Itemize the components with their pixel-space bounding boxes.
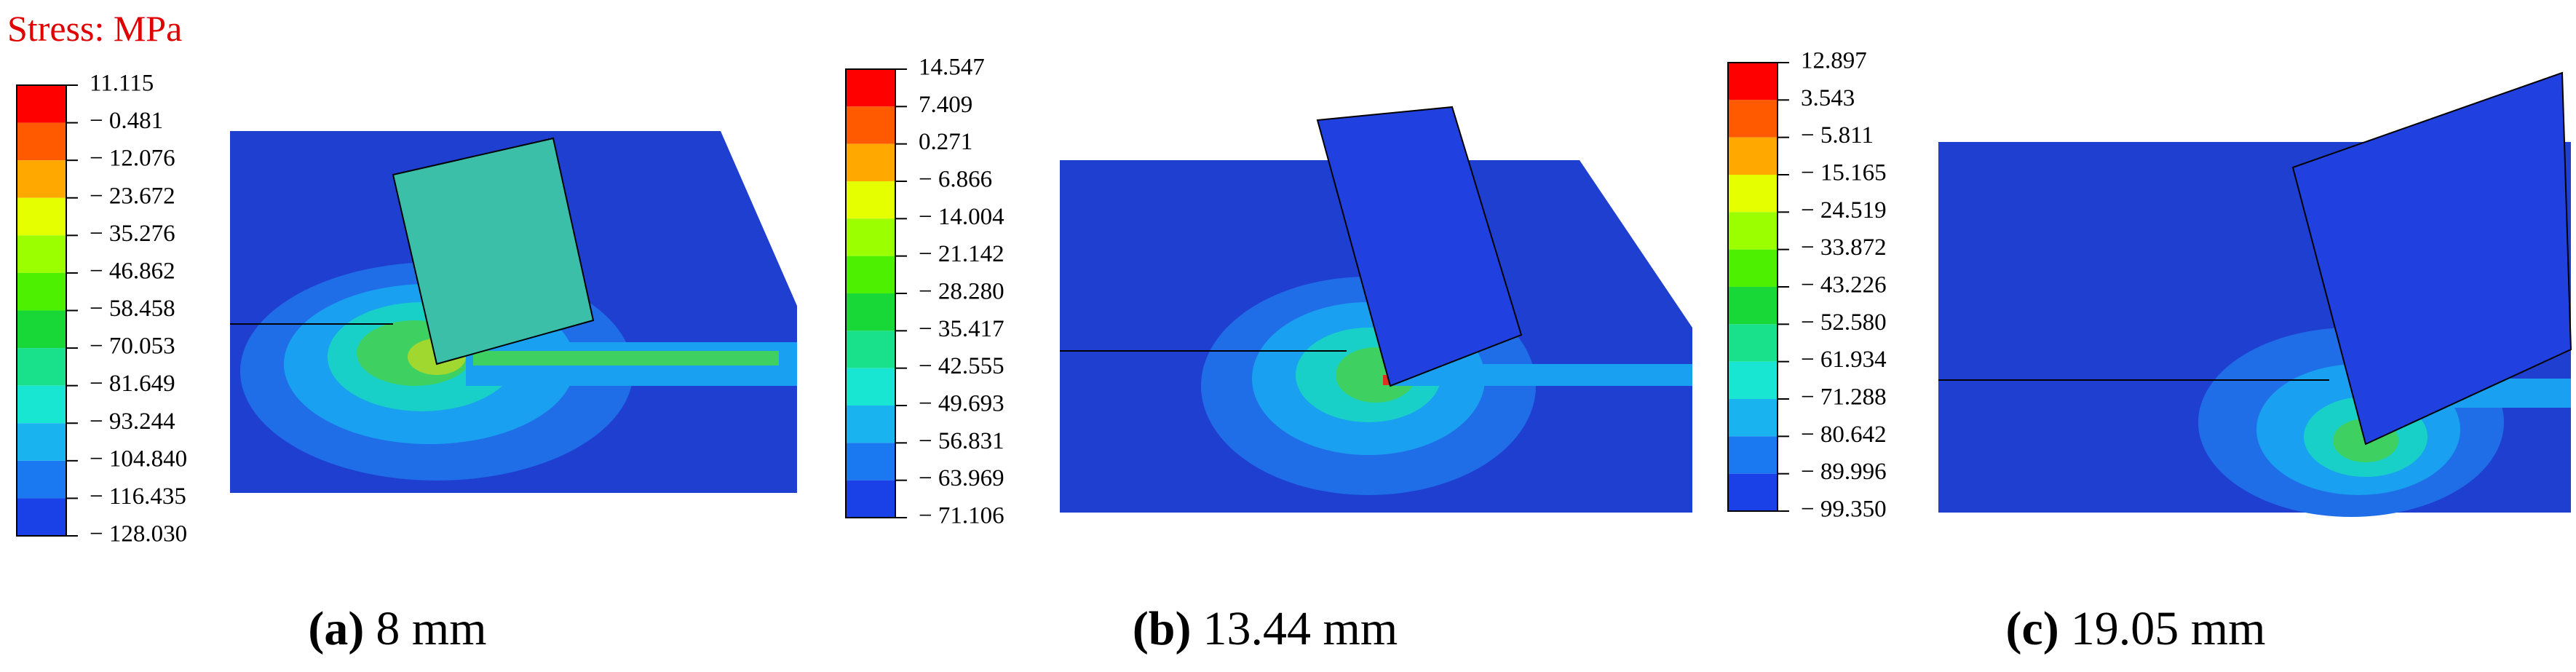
legend-label: 14.547 — [919, 55, 985, 81]
legend-label: − 52.580 — [1801, 309, 1887, 336]
legend-swatch — [1728, 399, 1778, 437]
legend-label: − 21.142 — [919, 241, 1004, 267]
legend-swatch — [846, 480, 895, 518]
legend-swatch — [846, 69, 895, 107]
caption-label: (b) — [1133, 602, 1192, 655]
legend-swatch — [1728, 436, 1778, 474]
legend-label: − 104.840 — [90, 446, 187, 472]
legend-label: 0.271 — [919, 129, 972, 155]
legend-label: − 24.519 — [1801, 197, 1887, 224]
legend-label: − 14.004 — [919, 204, 1004, 230]
legend-label: − 5.811 — [1801, 122, 1874, 149]
legend-label: − 116.435 — [90, 483, 186, 510]
simulation-a — [230, 131, 797, 493]
caption-text: 19.05 mm — [2071, 602, 2266, 655]
legend-label: − 15.165 — [1801, 160, 1887, 186]
legend-label: − 35.417 — [919, 316, 1004, 342]
legend-label: − 35.276 — [90, 221, 175, 247]
legend-label: − 63.969 — [919, 465, 1004, 491]
captions: (a) 8 mm (b) 13.44 mm (c) 19.05 mm — [308, 602, 2265, 655]
legend-swatch — [17, 85, 66, 123]
legend-label: − 70.053 — [90, 333, 175, 360]
legend-label: − 6.866 — [919, 167, 992, 193]
legend-label: − 81.649 — [90, 371, 175, 397]
legend-label: − 28.280 — [919, 279, 1004, 305]
legend-label: − 23.672 — [90, 183, 175, 209]
legend-swatch — [1728, 287, 1778, 325]
legend-label: − 42.555 — [919, 353, 1004, 379]
simulation-b — [1060, 106, 1692, 513]
caption-label: (a) — [308, 602, 364, 655]
caption-label: (c) — [2006, 602, 2059, 655]
legend-label: − 33.872 — [1801, 234, 1887, 261]
legend-swatch — [1728, 473, 1778, 511]
legend-swatch — [846, 406, 895, 443]
legend-label: − 58.458 — [90, 296, 175, 322]
legend-swatch — [846, 106, 895, 144]
legend-swatch — [17, 348, 66, 386]
legend-swatch — [1728, 361, 1778, 399]
legends: 11.115 − 0.481 − 12.076 − 23.672 − 35.276 − 4… — [16, 48, 1887, 548]
legend-swatch — [17, 460, 66, 499]
legend-swatch — [1728, 63, 1778, 100]
legend-swatch — [17, 272, 66, 311]
legend-swatch — [846, 256, 895, 293]
legend-label: 11.115 — [90, 71, 154, 97]
legend-swatch — [1728, 137, 1778, 175]
legend-swatch — [17, 310, 66, 349]
legend-swatch — [846, 331, 895, 368]
legend-swatch — [17, 423, 66, 461]
caption: (b) 13.44 mm — [1133, 602, 1398, 655]
legend-label: − 89.996 — [1801, 459, 1887, 485]
legend-swatch — [1728, 212, 1778, 250]
legend-swatch — [846, 181, 895, 219]
legend-swatch — [17, 235, 66, 273]
legend-swatch — [846, 293, 895, 331]
legend-swatch — [17, 385, 66, 424]
legend-swatch — [846, 143, 895, 181]
legend-swatch — [1728, 100, 1778, 138]
legend-label: − 71.288 — [1801, 384, 1887, 411]
legend-swatch — [1728, 175, 1778, 213]
caption: (a) 8 mm — [308, 602, 486, 655]
simulation-c — [1938, 71, 2572, 517]
legend-label: − 61.934 — [1801, 347, 1887, 373]
caption: (c) 19.05 mm — [2006, 602, 2266, 655]
legend-swatch — [17, 197, 66, 236]
legend-label: − 93.244 — [90, 408, 175, 435]
legend-label: − 43.226 — [1801, 272, 1887, 299]
legend-label: − 80.642 — [1801, 422, 1887, 448]
legend-swatch — [17, 122, 66, 161]
legend-label: − 128.030 — [90, 521, 187, 548]
legend-label: − 56.831 — [919, 428, 1004, 454]
legend-label: − 12.076 — [90, 146, 175, 172]
legend-swatch — [846, 218, 895, 256]
legend-label: − 49.693 — [919, 391, 1004, 417]
legend-swatch — [17, 160, 66, 198]
legend-swatch — [1728, 249, 1778, 287]
legend-label: − 0.481 — [90, 108, 163, 134]
legend-label: − 99.350 — [1801, 497, 1887, 523]
caption-text: 8 mm — [376, 602, 486, 655]
legend-swatch — [846, 368, 895, 406]
figure-title: Stress: MPa — [7, 8, 182, 49]
legend-swatch — [1728, 324, 1778, 362]
legend-label: − 46.862 — [90, 258, 175, 284]
legend-swatch — [17, 498, 66, 536]
legend-label: − 71.106 — [919, 503, 1004, 529]
legend-label: 3.543 — [1801, 85, 1855, 111]
legend-label: 7.409 — [919, 92, 972, 118]
caption-text: 13.44 mm — [1202, 602, 1398, 655]
legend-label: 12.897 — [1801, 48, 1867, 74]
legend-swatch — [846, 443, 895, 481]
